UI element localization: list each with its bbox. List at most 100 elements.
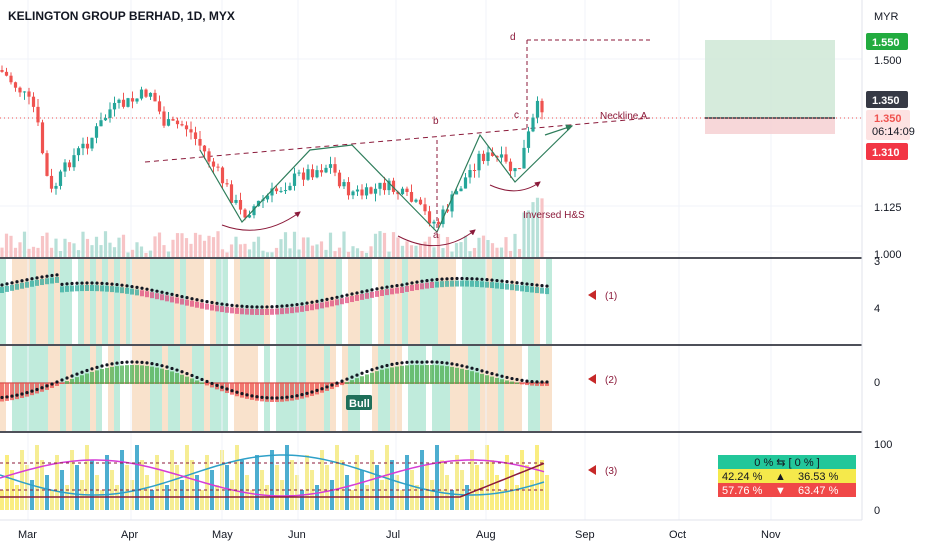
time-label-sep: Sep (575, 529, 595, 541)
volume-bar (229, 244, 234, 257)
candle-body (279, 190, 283, 192)
volume-bar (387, 251, 391, 257)
candle-body (423, 204, 427, 212)
volume-bar (540, 198, 544, 257)
volume-bar (310, 245, 315, 257)
candle-body (171, 119, 175, 121)
volume-bar (337, 247, 342, 257)
volume-bar (126, 252, 130, 257)
volume-bar (175, 233, 180, 257)
candle-body (378, 182, 382, 189)
volume-bar (513, 233, 517, 257)
volume-bar (81, 231, 85, 257)
svg-text:(1): (1) (605, 291, 617, 302)
candle-body (337, 172, 342, 187)
current-price-badge (866, 110, 910, 140)
indicator-2-marker[interactable]: (2) (588, 374, 617, 386)
time-label-aug: Aug (476, 529, 496, 541)
candle-body (364, 187, 369, 196)
candle-body (256, 200, 261, 207)
volume-bar (36, 247, 40, 257)
volume-bar (225, 252, 229, 257)
volume-bar (67, 242, 72, 257)
volume-bar (144, 252, 148, 257)
volume-bar (112, 247, 117, 257)
candle-body (166, 119, 171, 126)
loss-zone[interactable] (705, 118, 835, 134)
volume-bar (414, 245, 418, 257)
volume-bar (13, 247, 18, 257)
candle-body (508, 161, 513, 172)
pattern-zigzag[interactable] (199, 127, 571, 234)
candle-body (252, 206, 256, 216)
volume-bars (0, 197, 544, 257)
volume-bar (526, 210, 531, 257)
left-shoulder-arc (221, 211, 301, 231)
indicator-1-marker[interactable]: (1) (588, 290, 617, 302)
candle-body (58, 171, 63, 186)
candle-body (220, 167, 225, 184)
volume-bar (346, 251, 351, 257)
candle-body (288, 185, 292, 191)
candle-body (459, 188, 463, 192)
candle-body (157, 101, 162, 112)
time-label-jul: Jul (386, 529, 400, 541)
volume-bar (306, 237, 310, 257)
table-row-3-left: 57.76 % (722, 485, 763, 497)
candle-body (54, 185, 58, 189)
candle-body (202, 145, 207, 152)
candle-body (99, 120, 103, 127)
volume-bar (360, 250, 364, 257)
breakout-arrow (544, 124, 574, 136)
volume-bar (49, 247, 54, 257)
candle-body (292, 173, 297, 186)
candle-body (504, 154, 508, 162)
price-axis[interactable] (862, 0, 932, 550)
volume-bar (22, 231, 27, 257)
countdown-label: 06:14:09 (872, 126, 915, 138)
table-row-1: 0 % ⇆ [ 0 % ] (754, 457, 819, 469)
candles (0, 65, 544, 230)
volume-bar (135, 242, 139, 257)
profit-zone[interactable] (705, 40, 835, 118)
candle-body (441, 209, 445, 225)
candle-body (373, 188, 378, 194)
volume-bar (459, 242, 463, 257)
indicator-3-marker[interactable]: (3) (588, 465, 617, 477)
volume-bar (274, 247, 279, 257)
volume-bar (261, 250, 265, 257)
candle-body (274, 188, 279, 192)
volume-bar (486, 240, 490, 257)
volume-bar (441, 248, 445, 257)
candle-body (90, 137, 94, 149)
candle-body (486, 152, 490, 162)
volume-bar (153, 236, 157, 257)
head-arc (397, 229, 476, 247)
candle-body (270, 188, 274, 196)
volume-bar (117, 237, 121, 257)
volume-bar (364, 252, 369, 257)
stats-table: 0 % ⇆ [ 0 % ] 42.24 % ▲ 36.53 % 57.76 % … (718, 455, 856, 497)
neckline-line[interactable] (144, 117, 651, 163)
candle-body (355, 189, 360, 192)
volume-bar (391, 232, 396, 257)
candle-body (531, 117, 535, 132)
candle-body (63, 162, 67, 172)
volume-bar (508, 250, 513, 257)
candle-body (463, 177, 468, 189)
ind3-axis-0: 0 (874, 505, 880, 517)
time-axis[interactable] (0, 520, 862, 550)
volume-bar (189, 243, 193, 257)
volume-bar (162, 245, 166, 257)
volume-bar (234, 236, 238, 257)
candle-body (22, 91, 27, 93)
volume-bar (342, 231, 346, 257)
candle-body (103, 117, 108, 121)
last-price-badge (866, 91, 908, 108)
table-row-3-right: 63.47 % (798, 485, 839, 497)
volume-bar (31, 246, 36, 257)
volume-bar (54, 238, 58, 257)
bull-label: Bull (349, 398, 370, 410)
time-label-apr: Apr (121, 529, 138, 541)
